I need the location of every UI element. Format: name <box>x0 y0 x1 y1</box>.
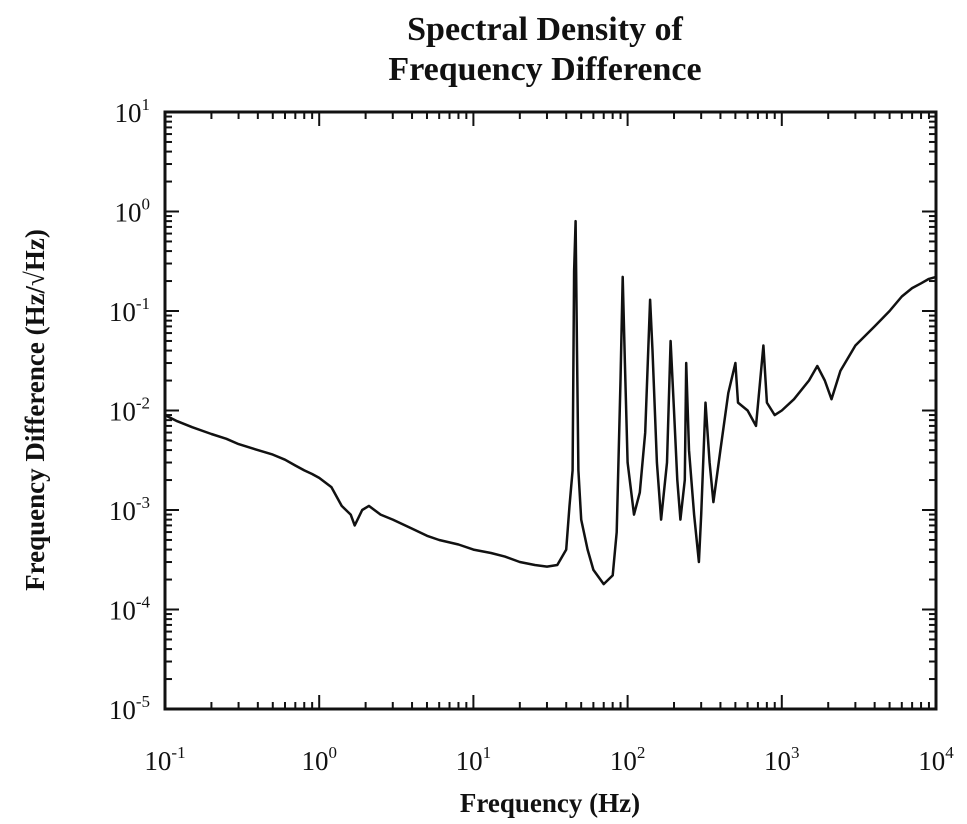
x-axis-label: Frequency (Hz) <box>460 788 640 818</box>
chart-title-line1: Spectral Density of <box>407 11 683 48</box>
y-tick-label: 100 <box>115 195 151 228</box>
y-tick-label: 10-4 <box>109 593 151 626</box>
y-tick-label: 10-2 <box>109 394 150 427</box>
y-tick-label: 10-1 <box>109 294 150 327</box>
axis-ticks <box>164 112 936 710</box>
y-tick-label: 10-3 <box>109 493 150 526</box>
x-tick-label: 104 <box>918 743 954 776</box>
y-tick-label: 101 <box>115 95 151 128</box>
series-line <box>164 219 937 586</box>
y-tick-label: 10-5 <box>109 692 150 725</box>
chart-title-line2: Frequency Difference <box>388 51 701 88</box>
x-tick-label: 10-1 <box>144 743 185 776</box>
series-layer <box>164 219 937 586</box>
x-tick-label: 103 <box>764 743 800 776</box>
x-tick-label: 102 <box>610 743 646 776</box>
x-tick-label: 101 <box>456 743 492 776</box>
x-tick-labels: 10-1 100 101 102 103 104 <box>144 743 954 776</box>
plot-frame <box>163 110 938 711</box>
y-tick-labels: 101 100 10-1 10-2 10-3 10-4 10-5 <box>109 95 151 725</box>
y-axis-label: Frequency Difference (Hz/√Hz) <box>20 229 50 591</box>
x-tick-label: 100 <box>301 743 337 776</box>
